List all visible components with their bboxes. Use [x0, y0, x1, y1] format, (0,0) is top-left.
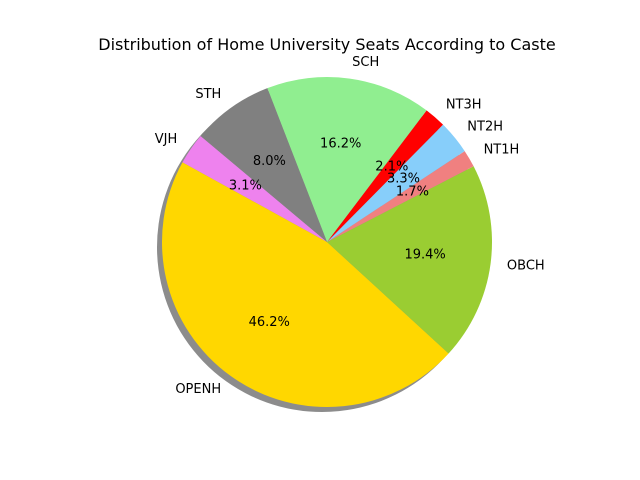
slice-pct-sch: 16.2%: [320, 136, 361, 151]
slice-sth: [200, 88, 327, 242]
slice-label-nt2h: NT2H: [467, 119, 503, 134]
slice-pct-vjh: 3.1%: [229, 179, 262, 194]
slice-label-sth: STH: [195, 87, 221, 102]
slice-pct-sth: 8.0%: [253, 154, 286, 169]
slice-pct-nt2h: 3.3%: [387, 172, 420, 187]
slice-label-nt1h: NT1H: [484, 143, 520, 158]
slice-label-obch: OBCH: [507, 259, 545, 274]
slice-pct-nt1h: 1.7%: [396, 184, 429, 199]
pie-labels: VJH 3.1% OPENH 46.2% OBCH 19.4% NT1H 1.7% NT2H 3.…: [155, 55, 545, 397]
slice-openh: [161, 162, 449, 407]
pie-slices: [161, 76, 493, 407]
chart-title: Distribution of Home University Seats Ac…: [98, 35, 555, 54]
slice-vjh: [182, 135, 327, 242]
slice-obch: [327, 166, 493, 354]
slice-label-sch: SCH: [352, 55, 379, 70]
slice-label-vjh: VJH: [155, 132, 178, 147]
slice-nt3h: [327, 110, 444, 243]
slice-nt1h: [327, 151, 474, 242]
slice-pct-openh: 46.2%: [249, 315, 290, 330]
slice-label-nt3h: NT3H: [446, 97, 482, 112]
slice-nt2h: [327, 124, 465, 242]
slice-pct-obch: 19.4%: [404, 248, 445, 263]
slice-pct-nt3h: 2.1%: [375, 160, 408, 175]
slice-label-openh: OPENH: [175, 382, 221, 397]
slice-sch: [267, 76, 427, 242]
